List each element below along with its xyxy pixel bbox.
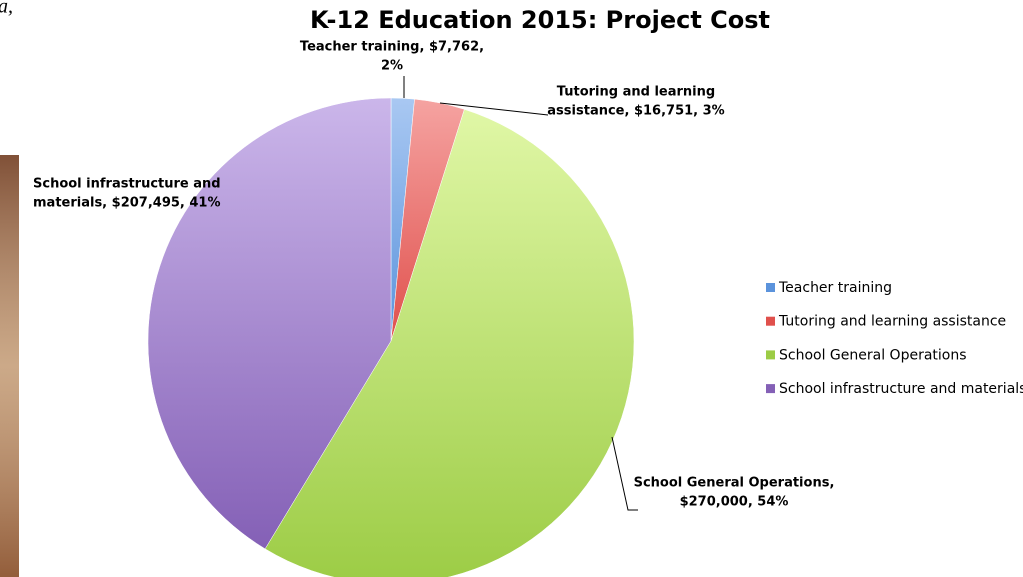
data-label: 2%	[381, 59, 403, 74]
chart: a, K-12 Education 2015: Project Cost Tea…	[0, 0, 1023, 577]
data-label: School infrastructure and	[33, 177, 221, 192]
data-label: $270,000, 54%	[680, 495, 789, 510]
legend-swatch	[766, 350, 775, 359]
legend-label: School General Operations	[779, 347, 967, 363]
legend-label: School infrastructure and materials	[779, 381, 1023, 397]
legend-swatch	[766, 283, 775, 292]
legend-label: Tutoring and learning assistance	[778, 314, 1006, 330]
chart-title: K-12 Education 2015: Project Cost	[310, 6, 770, 34]
leader-line	[612, 437, 638, 510]
legend-label: Teacher training	[778, 280, 892, 296]
data-label: materials, $207,495, 41%	[33, 196, 220, 211]
legend-swatch	[766, 317, 775, 326]
data-label: Tutoring and learning	[557, 85, 715, 100]
corner-text: a,	[0, 0, 13, 18]
data-label: School General Operations,	[634, 476, 835, 491]
photo-shade	[0, 155, 19, 577]
data-label: assistance, $16,751, 3%	[547, 104, 724, 119]
legend-swatch	[766, 384, 775, 393]
data-label: Teacher training, $7,762,	[300, 40, 484, 55]
